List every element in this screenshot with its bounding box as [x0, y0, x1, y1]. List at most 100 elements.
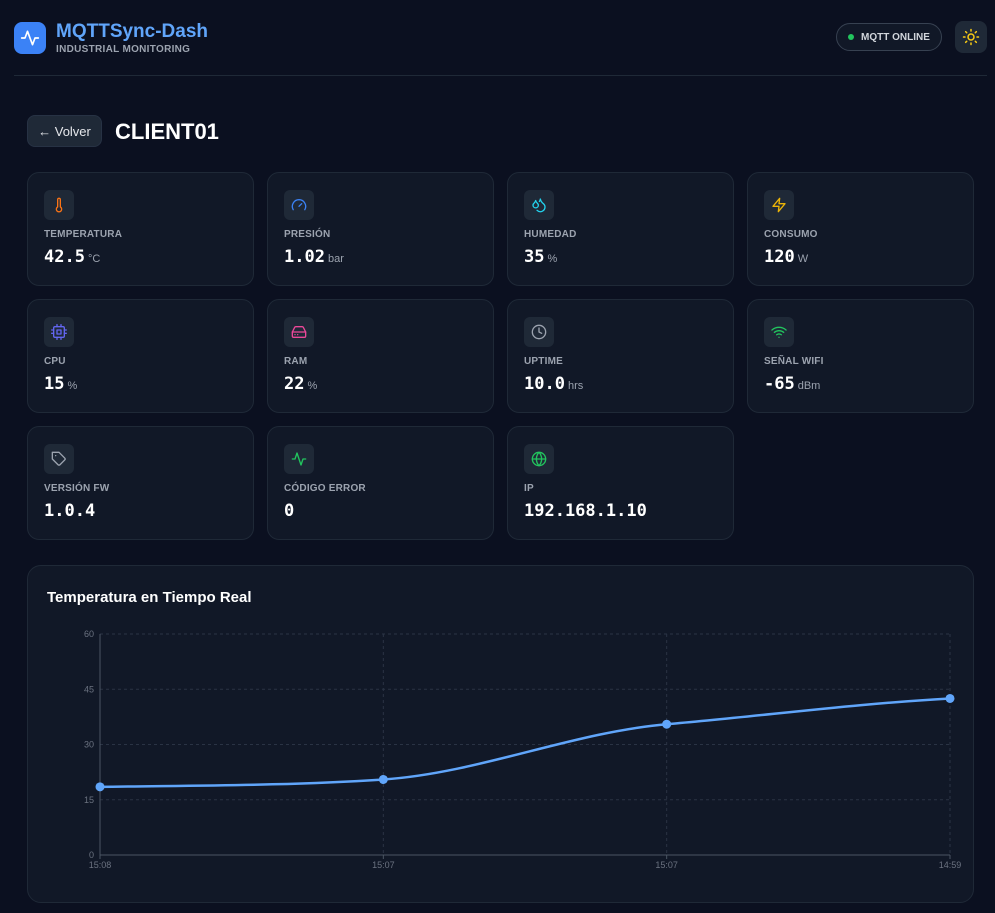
- data-point: [378, 774, 388, 784]
- metric-value-row: 1.02 bar: [284, 247, 344, 267]
- metric-icon-box: [284, 190, 314, 220]
- metric-icon-box: [524, 444, 554, 474]
- metric-unit: W: [797, 253, 809, 265]
- data-point: [95, 782, 105, 792]
- metric-icon-box: [44, 317, 74, 347]
- droplets-icon: [532, 198, 546, 213]
- metric-icon-box: [284, 444, 314, 474]
- metric-card: TEMPERATURA 42.5 °C: [27, 172, 254, 286]
- metric-label: CPU: [44, 356, 66, 367]
- metric-value: 22: [284, 374, 305, 394]
- metric-card: HUMEDAD 35%: [507, 172, 734, 286]
- temperature-series-line: [99, 697, 951, 789]
- metric-value-row: 1.0.4: [44, 501, 95, 521]
- metric-card: VERSIÓN FW 1.0.4: [27, 426, 254, 540]
- metric-unit: %: [547, 253, 558, 265]
- temperature-chart-card: Temperatura en Tiempo Real 0 15 30 45 60 15:0…: [27, 565, 974, 903]
- metric-value-row: -65 dBm: [764, 374, 820, 394]
- thermometer-icon: [55, 197, 63, 213]
- activity-icon: [291, 452, 307, 466]
- device-title: CLIENT01: [115, 119, 219, 144]
- metric-value: 15: [44, 374, 65, 394]
- mqtt-status-label: MQTT ONLINE: [861, 31, 930, 43]
- app-header: MQTTSync-Dash INDUSTRIAL MONITORING MQTT…: [14, 0, 987, 76]
- metric-label: VERSIÓN FW: [44, 483, 110, 494]
- tag-icon: [51, 451, 66, 466]
- metric-card: CONSUMO 120 W: [747, 172, 974, 286]
- gauge-icon: [291, 199, 307, 211]
- metric-label: CÓDIGO ERROR: [284, 483, 366, 494]
- metric-value: 42.5: [44, 247, 85, 267]
- metric-unit: dBm: [797, 380, 821, 392]
- temperature-line-chart: 0 15 30 45 60 15:08 15:07 15:07 14:59: [84, 629, 962, 870]
- metric-icon-box: [44, 444, 74, 474]
- activity-icon: [20, 30, 40, 46]
- y-tick-label: 45: [84, 684, 94, 694]
- metric-card: RAM 22%: [267, 299, 494, 413]
- metric-value-row: 120 W: [764, 247, 808, 267]
- metric-value: -65: [764, 374, 795, 394]
- x-tick-label: 15:08: [89, 860, 112, 870]
- metric-label: RAM: [284, 356, 308, 367]
- metric-label: PRESIÓN: [284, 229, 331, 240]
- y-tick-label: 30: [84, 740, 94, 750]
- theme-toggle-button[interactable]: [955, 21, 987, 53]
- metric-unit: %: [307, 380, 318, 392]
- metric-unit: °C: [87, 253, 101, 265]
- metric-label: UPTIME: [524, 356, 563, 367]
- metric-value: 35: [524, 247, 545, 267]
- app-subtitle: INDUSTRIAL MONITORING: [56, 44, 191, 55]
- chart-title: Temperatura en Tiempo Real: [47, 589, 252, 606]
- metric-label: SEÑAL WIFI: [764, 356, 824, 367]
- metric-icon-box: [44, 190, 74, 220]
- metric-label: IP: [524, 483, 534, 494]
- clock-icon: [531, 324, 547, 340]
- x-tick-label: 15:07: [655, 860, 678, 870]
- x-tick-label: 14:59: [939, 860, 962, 870]
- metric-label: CONSUMO: [764, 229, 818, 240]
- metric-value: 0: [284, 501, 295, 521]
- globe-icon: [531, 451, 547, 467]
- metric-icon-box: [524, 317, 554, 347]
- metric-card: PRESIÓN 1.02 bar: [267, 172, 494, 286]
- metric-unit: bar: [327, 253, 344, 265]
- metric-icon-box: [764, 190, 794, 220]
- metric-label: TEMPERATURA: [44, 229, 123, 240]
- metric-icon-box: [284, 317, 314, 347]
- sun-icon: [962, 28, 980, 46]
- metric-value-row: 0: [284, 501, 294, 521]
- metric-value-row: 35%: [524, 247, 557, 267]
- data-point: [945, 693, 955, 703]
- metric-card: UPTIME 10.0 hrs: [507, 299, 734, 413]
- back-button[interactable]: ← Volver: [27, 115, 102, 147]
- metric-card: SEÑAL WIFI -65 dBm: [747, 299, 974, 413]
- metric-card: CÓDIGO ERROR 0: [267, 426, 494, 540]
- mqtt-status-badge: MQTT ONLINE: [836, 23, 942, 51]
- metric-card: IP 192.168.1.10: [507, 426, 734, 540]
- metric-label: HUMEDAD: [524, 229, 577, 240]
- x-tick-label: 15:07: [372, 860, 395, 870]
- y-tick-label: 15: [84, 795, 94, 805]
- metric-value-row: 15%: [44, 374, 77, 394]
- metric-unit: hrs: [567, 380, 584, 392]
- metric-value-row: 22%: [284, 374, 317, 394]
- wifi-icon: [771, 326, 787, 338]
- metric-value-row: 192.168.1.10: [524, 501, 647, 521]
- app-title: MQTTSync-Dash: [56, 21, 209, 42]
- metric-value: 192.168.1.10: [524, 501, 647, 521]
- cpu-icon: [51, 324, 67, 340]
- metric-value-row: 10.0 hrs: [524, 374, 583, 394]
- data-point: [662, 719, 672, 729]
- zap-icon: [772, 197, 786, 213]
- app-logo: [14, 22, 46, 54]
- y-tick-label: 60: [84, 629, 94, 639]
- metric-icon-box: [764, 317, 794, 347]
- metric-value: 10.0: [524, 374, 565, 394]
- metric-value: 1.0.4: [44, 501, 96, 521]
- status-dot: [848, 34, 855, 40]
- y-tick-label: 0: [89, 850, 94, 860]
- metric-card: CPU 15%: [27, 299, 254, 413]
- metric-value: 1.02: [284, 247, 325, 267]
- metric-unit: %: [67, 380, 78, 392]
- hard-drive-icon: [291, 326, 307, 338]
